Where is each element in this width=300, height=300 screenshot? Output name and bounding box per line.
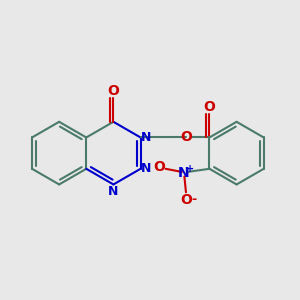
Text: O: O bbox=[180, 130, 192, 145]
Text: O: O bbox=[107, 84, 119, 98]
Text: +: + bbox=[186, 164, 194, 174]
Text: N: N bbox=[178, 167, 190, 181]
Text: O: O bbox=[180, 193, 192, 207]
Text: -: - bbox=[191, 193, 196, 206]
Text: O: O bbox=[153, 160, 165, 174]
Text: N: N bbox=[108, 185, 118, 198]
Text: O: O bbox=[203, 100, 215, 114]
Text: N: N bbox=[141, 162, 152, 175]
Text: N: N bbox=[141, 131, 152, 144]
